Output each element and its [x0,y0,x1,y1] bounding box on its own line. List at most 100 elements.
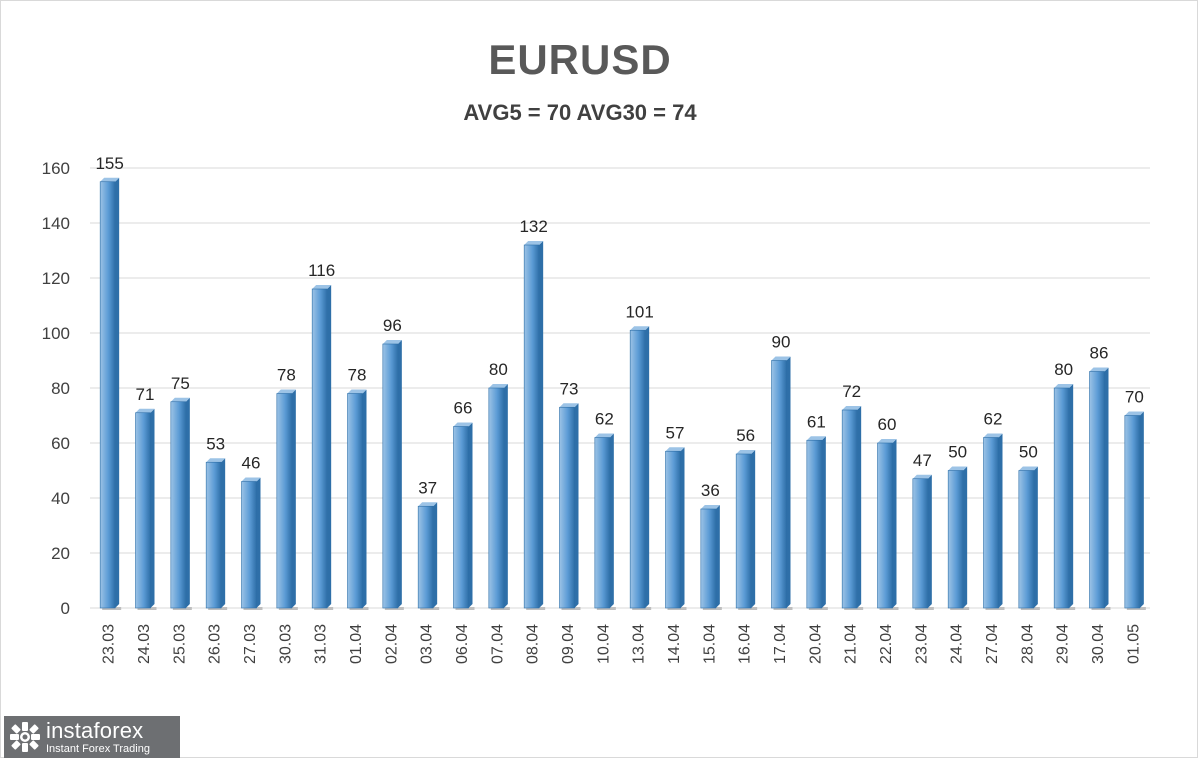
bar-shadow [808,607,828,610]
bar [453,422,475,610]
data-label: 61 [807,412,826,431]
x-tick-label: 01.05 [1125,624,1142,664]
bar [700,505,722,610]
bar-top [630,326,650,331]
y-tick-label: 60 [51,434,70,453]
bar-side [256,477,261,608]
bar-side [645,326,650,608]
bar-shadow [102,607,122,610]
bar [947,466,970,610]
bar-shadow [420,607,440,610]
bar-shadow [172,607,192,610]
bar-shadow [526,607,546,610]
bar-top [912,474,932,479]
bar-shadow [1056,607,1076,610]
bar-front [700,508,717,609]
bar-side [963,466,968,608]
bar [841,406,864,610]
bar-front [170,401,187,609]
bar-front [841,409,858,609]
bar-front [983,437,999,609]
bar-front [1089,371,1105,609]
bar-top [806,436,826,441]
bar-side [715,505,720,608]
bar [983,433,1005,610]
data-label: 75 [171,374,190,393]
x-tick-label: 13.04 [631,624,648,664]
bar [311,285,334,610]
bar [806,436,828,610]
bar-front [135,412,151,609]
bar-side [1033,466,1038,608]
bar-top [771,356,791,361]
bar [665,447,687,610]
bar-front [1053,387,1070,609]
data-label: 62 [595,410,614,429]
bar [1089,367,1111,610]
data-label: 96 [383,316,402,335]
watermark-tagline: Instant Forex Trading [46,742,150,755]
bar-front [877,442,893,609]
data-label: 86 [1090,344,1109,363]
x-axis-ticks: 23.03 24.03 25.03 26.03 27.03 30.03 31.03 01.04… [101,624,1143,664]
bar-front [347,393,363,609]
bar-side [998,433,1003,608]
bar-front [559,406,575,609]
bar-shadow [844,607,864,610]
x-tick-label: 10.04 [595,624,612,664]
bar-front [947,470,964,609]
bar-front [912,478,929,609]
x-tick-label: 14.04 [666,624,683,664]
x-tick-label: 23.04 [913,624,930,664]
bar-top [736,450,756,454]
data-label: 47 [913,451,932,470]
bar-shadow [561,607,581,610]
x-tick-label: 26.03 [207,624,224,664]
bar [523,241,546,610]
bar [135,408,157,610]
x-tick-label: 30.03 [277,624,294,664]
x-tick-label: 17.04 [772,624,789,664]
bar-top [948,466,968,471]
x-tick-label: 01.04 [348,624,365,664]
bar [417,502,440,610]
bar-top [382,340,402,344]
x-tick-label: 31.03 [313,624,330,664]
bar-side [503,384,508,608]
data-label: 90 [772,333,791,352]
bar [912,474,934,610]
bar-side [786,356,791,608]
data-label: 66 [454,399,473,418]
chart-subtitle: AVG5 = 70 AVG30 = 74 [463,100,697,125]
bar-top [1124,411,1144,416]
x-tick-label: 02.04 [383,624,400,664]
bar-front [1018,470,1035,609]
bar-shadow [1091,607,1111,610]
bar [594,433,616,610]
data-label: 78 [348,366,367,385]
data-label: 50 [1019,443,1038,462]
bar [1053,384,1076,610]
bar-shadow [879,607,899,610]
bar [629,326,652,610]
x-tick-label: 22.04 [878,624,895,664]
bar-side [327,285,332,608]
x-tick-label: 30.04 [1090,624,1107,664]
bar-top [312,285,332,289]
bar-shadow [455,607,475,610]
bar-top [842,406,862,410]
bar-top [559,403,579,408]
data-label: 116 [308,261,335,280]
bar [99,177,122,610]
bar-shadow [314,607,334,610]
bar-shadow [243,607,263,610]
bar-side [291,389,296,608]
bar-front [488,387,505,609]
x-tick-label: 24.04 [949,624,966,664]
bar-top [488,384,508,388]
bar-top [135,408,155,413]
bar-top [453,422,473,427]
y-tick-label: 160 [42,159,70,178]
bar-top [347,389,367,394]
